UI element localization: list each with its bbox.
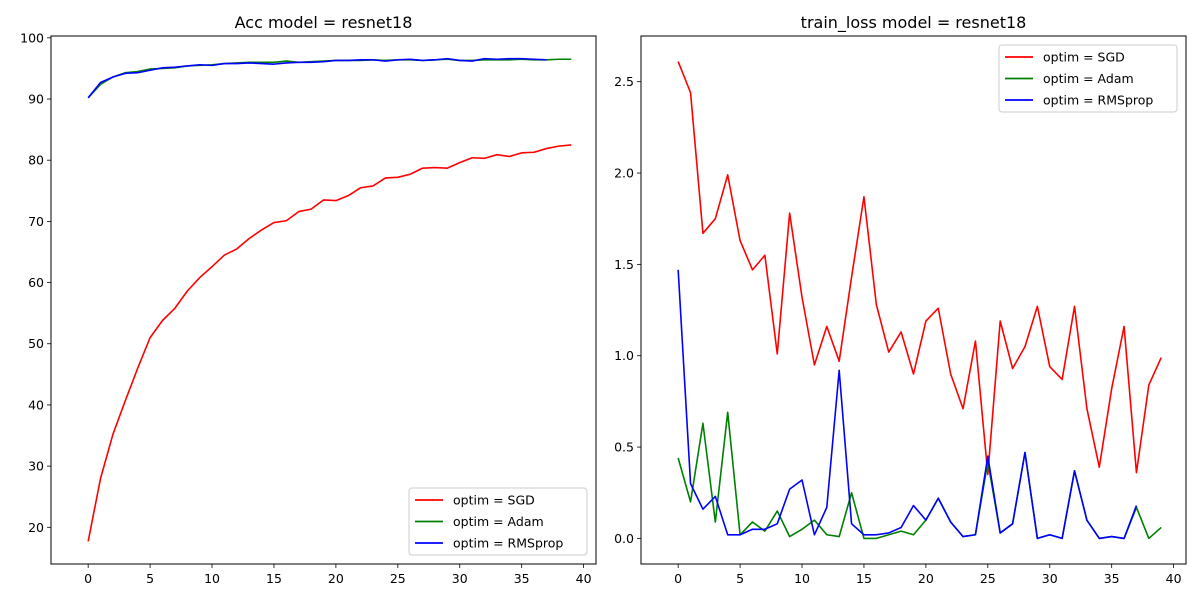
acc-legend-label: optim = RMSprop (453, 536, 563, 551)
acc-y-tick-label: 100 (20, 30, 44, 45)
loss-y-tick-label: 1.5 (614, 257, 634, 272)
acc-legend: optim = SGD optim = Adam optim = RMSprop (408, 487, 588, 556)
loss-x-tick-label: 25 (980, 571, 996, 586)
acc-y-tick-label: 70 (28, 214, 44, 229)
acc-y-tick-label: 90 (28, 92, 44, 107)
loss-legend: optim = SGD optim = Adam optim = RMSprop (998, 44, 1178, 113)
loss-y-tick-label: 2.5 (614, 74, 634, 89)
loss-series-line-sgd (677, 61, 1162, 476)
acc-y-tick-label: 40 (28, 397, 44, 412)
loss-y-tick-label: 2.0 (614, 166, 634, 181)
acc-x-tick-label: 15 (266, 571, 282, 586)
acc-legend-label: optim = Adam (453, 514, 544, 529)
loss-x-tick-label: 10 (794, 571, 810, 586)
acc-y-tick-label: 20 (28, 520, 44, 535)
acc-legend-label: optim = SGD (453, 493, 535, 508)
acc-x-tick-label: 40 (576, 571, 592, 586)
loss-x-tick-label: 20 (918, 571, 934, 586)
acc-x-tick-label: 5 (146, 571, 154, 586)
accuracy-chart-panel: Acc model = resnet18 0 5 10 15 20 25 30 35 40 20 3… (20, 13, 597, 586)
acc-x-tick-label: 25 (390, 571, 406, 586)
acc-y-tick-label: 50 (28, 336, 44, 351)
acc-x-tick-label: 10 (204, 571, 220, 586)
acc-x-tick-label: 30 (452, 571, 468, 586)
acc-x-tick-label: 20 (328, 571, 344, 586)
acc-x-tick-label: 0 (84, 571, 92, 586)
loss-legend-label: optim = RMSprop (1043, 93, 1153, 108)
loss-x-tick-label: 15 (856, 571, 872, 586)
loss-legend-label: optim = SGD (1043, 50, 1125, 65)
loss-x-tick-label: 5 (736, 571, 744, 586)
loss-legend-box (998, 44, 1178, 113)
loss-axes-frame (640, 35, 1187, 565)
loss-x-tick-label: 35 (1104, 571, 1120, 586)
acc-y-tick-label: 60 (28, 275, 44, 290)
loss-x-tick-label: 0 (674, 571, 682, 586)
train-loss-chart-title: train_loss model = resnet18 (801, 13, 1027, 33)
acc-axes-frame (50, 35, 597, 565)
loss-series-line-rmsprop (677, 269, 1138, 540)
loss-y-tick-label: 1.0 (614, 348, 634, 363)
acc-x-tick-label: 35 (514, 571, 530, 586)
acc-legend-box (408, 487, 588, 556)
acc-y-tick-label: 80 (28, 153, 44, 168)
acc-series-line-sgd (87, 144, 572, 542)
train-loss-chart-panel: train_loss model = resnet18 0 5 10 15 20 25 30… (614, 13, 1187, 586)
loss-series-line-adam (677, 411, 1162, 540)
acc-series-line-adam (87, 58, 572, 99)
loss-y-tick-label: 0.5 (614, 440, 634, 455)
acc-series-line-rmsprop (87, 57, 547, 99)
loss-y-tick-label: 0.0 (614, 531, 634, 546)
loss-x-tick-label: 40 (1166, 571, 1182, 586)
loss-x-tick-label: 30 (1042, 571, 1058, 586)
accuracy-chart-title: Acc model = resnet18 (235, 13, 413, 32)
loss-legend-label: optim = Adam (1043, 71, 1134, 86)
acc-y-tick-label: 30 (28, 459, 44, 474)
